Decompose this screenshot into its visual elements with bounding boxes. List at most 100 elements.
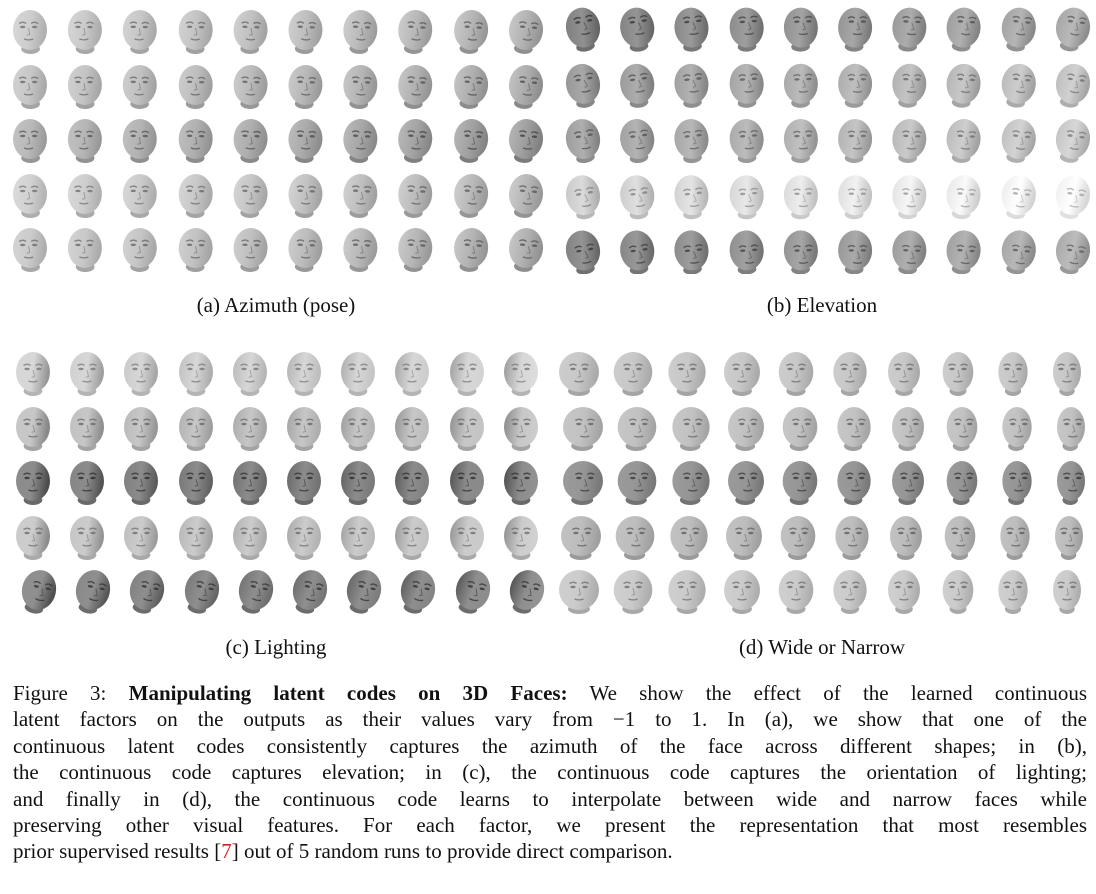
- face-thumbnail: [169, 510, 223, 562]
- face-thumbnail-image: [563, 407, 603, 451]
- face-thumbnail: [385, 59, 439, 111]
- face-thumbnail-image: [1001, 63, 1036, 108]
- face-thumbnail-image: [67, 228, 102, 273]
- face-thumbnail: [169, 455, 223, 507]
- face-thumbnail-image: [620, 7, 655, 52]
- caption-line-7-post: ] out of 5 random runs to provide direct…: [231, 839, 673, 864]
- face-thumbnail: [877, 4, 931, 56]
- face-thumbnail: [6, 346, 60, 398]
- face-thumbnail-image: [892, 63, 927, 108]
- face-thumbnail-image: [674, 230, 709, 274]
- face-thumbnail: [114, 401, 168, 453]
- face-thumbnail: [986, 455, 1040, 507]
- face-thumbnail-image: [1053, 570, 1081, 614]
- face-thumbnail-image: [179, 352, 213, 396]
- face-thumbnail-image: [454, 10, 489, 54]
- face-thumbnail: [877, 455, 931, 507]
- face-thumbnail: [552, 222, 606, 274]
- face-thumbnail-image: [13, 10, 47, 54]
- face-thumbnail: [114, 113, 168, 165]
- face-thumbnail: [823, 346, 877, 398]
- face-thumbnail: [60, 564, 114, 616]
- face-thumbnail: [277, 59, 331, 111]
- face-thumbnail: [715, 222, 769, 274]
- face-thumbnail: [986, 564, 1040, 616]
- face-thumbnail: [331, 168, 385, 220]
- face-thumbnail: [169, 168, 223, 220]
- face-thumbnail: [823, 455, 877, 507]
- face-thumbnail-image: [122, 65, 157, 110]
- face-thumbnail-image: [561, 516, 601, 560]
- face-thumbnail-image: [565, 7, 601, 52]
- face-thumbnail: [606, 168, 660, 220]
- face-thumbnail-image: [395, 407, 429, 451]
- face-thumbnail-image: [1055, 119, 1091, 163]
- face-thumbnail-image: [288, 119, 323, 163]
- face-thumbnail-image: [888, 570, 920, 614]
- face-thumbnail-image: [1002, 461, 1032, 505]
- face-thumbnail-image: [563, 461, 603, 505]
- face-thumbnail: [877, 510, 931, 562]
- face-thumbnail: [440, 113, 494, 165]
- face-thumbnail: [931, 401, 985, 453]
- face-thumbnail-image: [888, 352, 920, 396]
- face-thumbnail: [769, 59, 823, 111]
- face-thumbnail: [223, 113, 277, 165]
- face-thumbnail: [169, 59, 223, 111]
- caption-line-7: prior supervised results [7] out of 5 ra…: [13, 838, 1087, 864]
- face-thumbnail: [494, 222, 548, 274]
- face-thumbnail: [223, 222, 277, 274]
- face-thumbnail-image: [838, 230, 873, 274]
- face-thumbnail-image: [783, 230, 818, 274]
- face-thumbnail-image: [1055, 175, 1091, 219]
- face-thumbnail: [114, 222, 168, 274]
- face-thumbnail: [660, 401, 714, 453]
- face-thumbnail-image: [729, 7, 764, 52]
- face-thumbnail: [223, 401, 277, 453]
- citation-link[interactable]: 7: [221, 839, 232, 864]
- face-thumbnail: [769, 510, 823, 562]
- face-thumbnail-image: [838, 119, 873, 163]
- face-thumbnail: [60, 346, 114, 398]
- face-thumbnail-image: [13, 228, 47, 272]
- face-thumbnail-image: [728, 407, 764, 451]
- face-thumbnail: [114, 455, 168, 507]
- face-thumbnail-image: [16, 407, 50, 451]
- face-thumbnail-image: [942, 570, 974, 614]
- face-thumbnail-image: [233, 461, 267, 505]
- face-thumbnail-image: [13, 174, 47, 218]
- face-thumbnail: [60, 455, 114, 507]
- face-thumbnail-image: [674, 7, 709, 52]
- face-thumbnail: [223, 346, 277, 398]
- face-thumbnail: [1040, 4, 1094, 56]
- face-thumbnail: [6, 222, 60, 274]
- face-thumbnail: [440, 564, 494, 616]
- subcaption-width: (d) Wide or Narrow: [738, 635, 906, 659]
- face-thumbnail: [660, 168, 714, 220]
- face-thumbnail-image: [70, 461, 104, 505]
- face-thumbnail: [440, 455, 494, 507]
- face-thumbnail-image: [67, 119, 102, 164]
- face-thumbnail-image: [288, 65, 323, 109]
- face-thumbnail-image: [1055, 230, 1091, 274]
- face-thumbnail: [931, 168, 985, 220]
- face-thumbnail-image: [233, 516, 267, 560]
- face-thumbnail: [715, 346, 769, 398]
- face-thumbnail: [331, 59, 385, 111]
- face-thumbnail: [1040, 564, 1094, 616]
- face-thumbnail: [223, 455, 277, 507]
- face-thumbnail-image: [67, 174, 102, 219]
- face-thumbnail-image: [287, 461, 321, 505]
- face-thumbnail: [494, 455, 548, 507]
- face-thumbnail: [6, 564, 60, 616]
- face-thumbnail-image: [178, 65, 213, 109]
- face-thumbnail: [660, 4, 714, 56]
- face-thumbnail-image: [450, 407, 484, 451]
- face-thumbnail-image: [620, 119, 655, 164]
- caption-line-4: the continuous code captures elevation; …: [13, 760, 1087, 785]
- face-thumbnail: [606, 564, 660, 616]
- face-thumbnail: [606, 4, 660, 56]
- face-thumbnail-image: [674, 119, 709, 164]
- face-thumbnail: [169, 113, 223, 165]
- face-thumbnail: [385, 113, 439, 165]
